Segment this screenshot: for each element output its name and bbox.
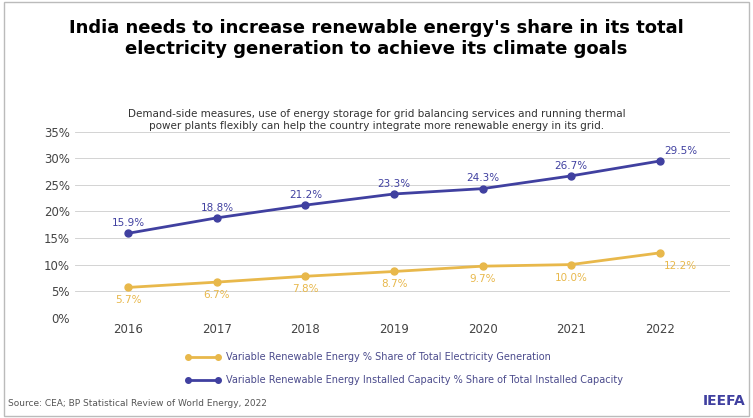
Text: 9.7%: 9.7% xyxy=(469,274,495,284)
Text: 18.8%: 18.8% xyxy=(200,203,233,212)
Text: India needs to increase renewable energy's share in its total
electricity genera: India needs to increase renewable energy… xyxy=(69,19,684,58)
Text: Demand-side measures, use of energy storage for grid balancing services and runn: Demand-side measures, use of energy stor… xyxy=(128,109,625,132)
Text: Variable Renewable Energy % Share of Total Electricity Generation: Variable Renewable Energy % Share of Tot… xyxy=(226,352,550,362)
Text: 6.7%: 6.7% xyxy=(204,290,230,300)
Text: IEEFA: IEEFA xyxy=(703,394,745,408)
Text: 29.5%: 29.5% xyxy=(664,146,697,156)
Text: Variable Renewable Energy Installed Capacity % Share of Total Installed Capacity: Variable Renewable Energy Installed Capa… xyxy=(226,375,623,385)
Text: 10.0%: 10.0% xyxy=(555,273,587,283)
Text: 21.2%: 21.2% xyxy=(289,190,322,200)
Text: 7.8%: 7.8% xyxy=(292,284,319,294)
Text: 15.9%: 15.9% xyxy=(112,218,145,228)
Text: 8.7%: 8.7% xyxy=(381,280,407,289)
Text: 24.3%: 24.3% xyxy=(466,173,499,184)
Text: 26.7%: 26.7% xyxy=(554,161,587,171)
Text: 23.3%: 23.3% xyxy=(377,178,410,189)
Text: 5.7%: 5.7% xyxy=(115,296,142,306)
Text: 12.2%: 12.2% xyxy=(664,261,697,271)
Text: Source: CEA; BP Statistical Review of World Energy, 2022: Source: CEA; BP Statistical Review of Wo… xyxy=(8,398,267,408)
